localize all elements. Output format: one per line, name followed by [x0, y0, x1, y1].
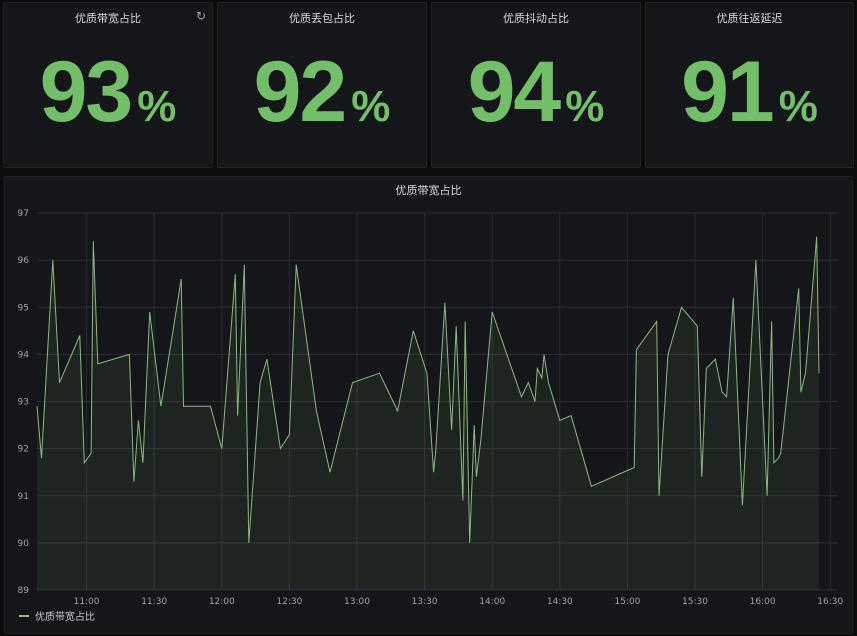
- graph-panel[interactable]: 优质带宽占比 89 90 91 92 93 94 95 96 97 11:00 11:30 12:00…: [4, 176, 853, 634]
- x-tick-label: 15:30: [682, 597, 708, 607]
- y-tick-label: 95: [18, 303, 29, 313]
- graph-title: 优质带宽占比: [395, 184, 462, 197]
- x-tick-label: 14:00: [479, 597, 505, 607]
- y-tick-label: 93: [18, 398, 29, 408]
- stat-panel-packet-loss[interactable]: 优质丢包占比 92%: [217, 2, 427, 168]
- stat-number: 93: [39, 44, 134, 140]
- stat-unit: %: [351, 82, 391, 131]
- x-tick-label: 13:00: [344, 597, 370, 607]
- stat-panel-jitter[interactable]: 优质抖动占比 94%: [431, 2, 641, 168]
- x-tick-label: 14:30: [547, 597, 573, 607]
- time-series-chart[interactable]: 89 90 91 92 93 94 95 96 97 11:00 11:30 12:00 12:30 13…: [5, 177, 854, 635]
- x-tick-label: 12:30: [276, 597, 302, 607]
- stat-number: 91: [681, 44, 775, 140]
- stat-value: 94%: [432, 49, 640, 135]
- stat-title: 优质抖动占比: [503, 12, 569, 25]
- legend-swatch: [19, 614, 29, 617]
- y-tick-label: 94: [18, 350, 30, 360]
- stat-value: 92%: [218, 49, 426, 135]
- legend-item[interactable]: 优质带宽占比: [19, 608, 95, 623]
- stat-number: 92: [253, 44, 348, 140]
- stat-title: 优质丢包占比: [289, 12, 355, 25]
- x-tick-label: 15:00: [614, 597, 640, 607]
- y-tick-label: 90: [18, 539, 30, 549]
- stat-panel-rtt[interactable]: 优质往返延迟 91%: [645, 2, 854, 168]
- stat-title: 优质带宽占比: [75, 12, 141, 25]
- x-tick-label: 16:30: [817, 597, 843, 607]
- y-tick-label: 92: [18, 445, 29, 455]
- legend-label: 优质带宽占比: [35, 612, 95, 623]
- refresh-icon[interactable]: ↻: [195, 9, 206, 23]
- x-tick-label: 11:30: [141, 597, 167, 607]
- x-tick-label: 16:00: [750, 597, 776, 607]
- series-line: [36, 236, 820, 543]
- series-area: [37, 236, 819, 590]
- y-tick-label: 96: [18, 256, 30, 266]
- stat-value: 93%: [4, 49, 212, 135]
- stat-number: 94: [467, 44, 562, 140]
- stat-title: 优质往返延迟: [716, 12, 783, 25]
- stat-unit: %: [565, 82, 605, 131]
- stat-unit: %: [778, 82, 818, 131]
- x-tick-label: 11:00: [74, 597, 100, 607]
- stat-value: 91%: [646, 49, 853, 135]
- y-tick-label: 97: [18, 209, 29, 219]
- y-tick-label: 91: [18, 492, 29, 502]
- x-tick-label: 13:30: [412, 597, 438, 607]
- stat-unit: %: [137, 82, 177, 131]
- x-tick-label: 12:00: [209, 597, 235, 607]
- y-tick-label: 89: [18, 586, 30, 596]
- stat-panel-bandwidth[interactable]: 优质带宽占比 ↻ 93%: [3, 2, 213, 168]
